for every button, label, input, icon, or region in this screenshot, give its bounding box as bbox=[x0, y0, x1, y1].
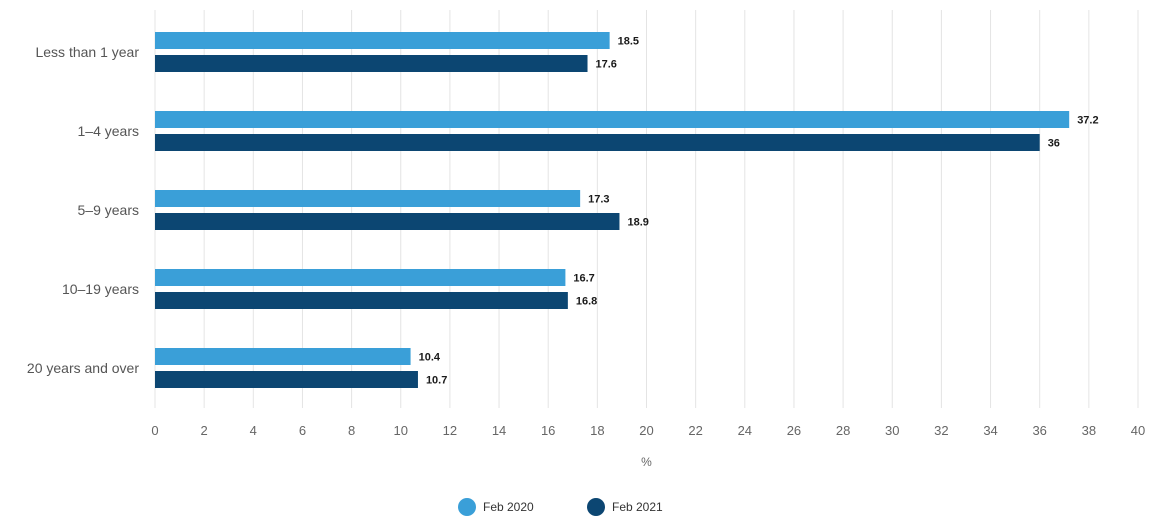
legend-swatch bbox=[458, 498, 476, 516]
category-label: 10–19 years bbox=[62, 281, 139, 297]
data-label: 36 bbox=[1048, 138, 1060, 150]
x-tick-label: 22 bbox=[688, 423, 702, 438]
x-tick-label: 14 bbox=[492, 423, 506, 438]
x-tick-label: 30 bbox=[885, 423, 899, 438]
category-labels: Less than 1 year 1–4 years 5–9 years 10–19 … bbox=[27, 44, 139, 376]
data-label: 16.8 bbox=[576, 296, 597, 308]
x-tick-label: 18 bbox=[590, 423, 604, 438]
x-tick-label: 24 bbox=[738, 423, 752, 438]
bar-feb-2020[interactable] bbox=[155, 111, 1070, 128]
x-tick-label: 38 bbox=[1082, 423, 1096, 438]
x-tick-label: 4 bbox=[250, 423, 257, 438]
bars: 18.517.6 37.2 36 17.3 18.9 16.7 16.8 10.4 10.7 bbox=[155, 32, 1099, 388]
legend-item-feb-2021[interactable]: Feb 2021 bbox=[587, 498, 663, 516]
data-label: 17.3 bbox=[588, 194, 609, 206]
bar-feb-2020[interactable] bbox=[155, 32, 610, 49]
grid-lines bbox=[154, 10, 1139, 408]
data-label: 10.4 bbox=[419, 352, 441, 364]
bar-feb-2021[interactable] bbox=[155, 213, 620, 230]
legend-label: Feb 2021 bbox=[612, 500, 663, 514]
x-tick-label: 20 bbox=[639, 423, 653, 438]
x-axis-ticks: 0 2 4 6 8 10 12 14 16 18 20 22 24 26 28 30 32 34 36 38 40 bbox=[151, 423, 1145, 438]
data-label: 37.2 bbox=[1077, 115, 1098, 127]
bar-feb-2021[interactable] bbox=[155, 134, 1040, 151]
category-label: 1–4 years bbox=[78, 123, 139, 139]
legend[interactable]: Feb 2020 Feb 2021 bbox=[458, 498, 663, 516]
legend-swatch bbox=[587, 498, 605, 516]
x-tick-label: 2 bbox=[201, 423, 208, 438]
x-tick-label: 0 bbox=[151, 423, 158, 438]
x-tick-label: 6 bbox=[299, 423, 306, 438]
category-label: 20 years and over bbox=[27, 360, 139, 376]
x-tick-label: 26 bbox=[787, 423, 801, 438]
bar-feb-2020[interactable] bbox=[155, 190, 581, 207]
x-tick-label: 28 bbox=[836, 423, 850, 438]
x-tick-label: 12 bbox=[443, 423, 457, 438]
x-tick-label: 32 bbox=[934, 423, 948, 438]
category-label: Less than 1 year bbox=[35, 44, 139, 60]
x-tick-label: 36 bbox=[1032, 423, 1046, 438]
data-label: 17.6 bbox=[596, 59, 617, 71]
bar-feb-2021[interactable] bbox=[155, 55, 588, 72]
data-label: 10.7 bbox=[426, 375, 447, 387]
legend-label: Feb 2020 bbox=[483, 500, 534, 514]
data-label: 18.9 bbox=[627, 217, 648, 229]
bar-feb-2020[interactable] bbox=[155, 269, 566, 286]
category-label: 5–9 years bbox=[78, 202, 139, 218]
bar-feb-2020[interactable] bbox=[155, 348, 411, 365]
bar-feb-2021[interactable] bbox=[155, 371, 418, 388]
data-label: 16.7 bbox=[573, 273, 594, 285]
legend-item-feb-2020[interactable]: Feb 2020 bbox=[458, 498, 534, 516]
data-label: 18.5 bbox=[618, 36, 639, 48]
x-tick-label: 16 bbox=[541, 423, 555, 438]
x-tick-label: 40 bbox=[1131, 423, 1145, 438]
x-axis-title: % bbox=[641, 455, 652, 469]
x-tick-label: 8 bbox=[348, 423, 355, 438]
x-tick-label: 10 bbox=[394, 423, 408, 438]
x-tick-label: 34 bbox=[983, 423, 997, 438]
bar-feb-2021[interactable] bbox=[155, 292, 568, 309]
